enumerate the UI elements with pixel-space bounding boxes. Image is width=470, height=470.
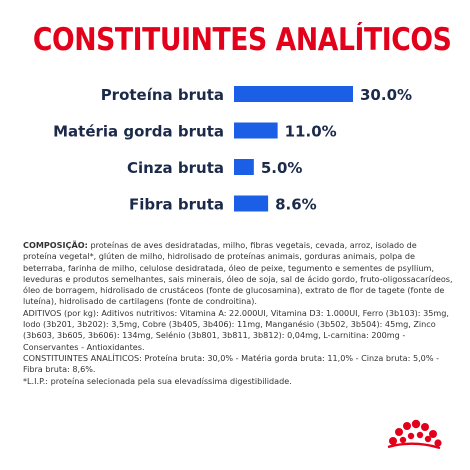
composition-label: COMPOSIÇÃO: xyxy=(23,240,88,250)
bar xyxy=(234,122,278,139)
category-label: Fibra bruta xyxy=(129,196,224,214)
page-title: CONSTITUINTES ANALÍTICOS xyxy=(32,22,452,58)
composition-block: COMPOSIÇÃO: proteínas de aves desidratad… xyxy=(23,240,453,387)
value-label: 11.0% xyxy=(285,123,337,141)
category-label: Proteína bruta xyxy=(101,86,224,104)
category-label: Matéria gorda bruta xyxy=(53,123,224,141)
additives-text: ADITIVOS (por kg): Aditivos nutritivos: … xyxy=(23,307,449,352)
bar xyxy=(234,159,254,175)
value-label: 8.6% xyxy=(275,196,317,214)
footnote-text: *L.I.P.: proteína selecionada pela sua e… xyxy=(23,375,292,386)
category-label: Cinza bruta xyxy=(127,159,224,177)
nutrient-bar-chart: Proteína bruta 30.0% Matéria gorda bruta 11… xyxy=(53,86,412,214)
value-label: 5.0% xyxy=(261,159,303,177)
analytical-text: CONSTITUINTES ANALÍTICOS: Proteína bruta… xyxy=(23,352,439,375)
bar xyxy=(234,86,353,102)
value-label: 30.0% xyxy=(360,86,412,104)
composition-paragraph: COMPOSIÇÃO: proteínas de aves desidratad… xyxy=(23,240,453,308)
crown-dots xyxy=(389,419,442,447)
bar xyxy=(234,195,269,212)
composition-text: proteínas de aves desidratadas, milho, f… xyxy=(23,240,453,307)
crown-base xyxy=(387,442,441,450)
royal-canin-crown-icon xyxy=(387,419,442,450)
